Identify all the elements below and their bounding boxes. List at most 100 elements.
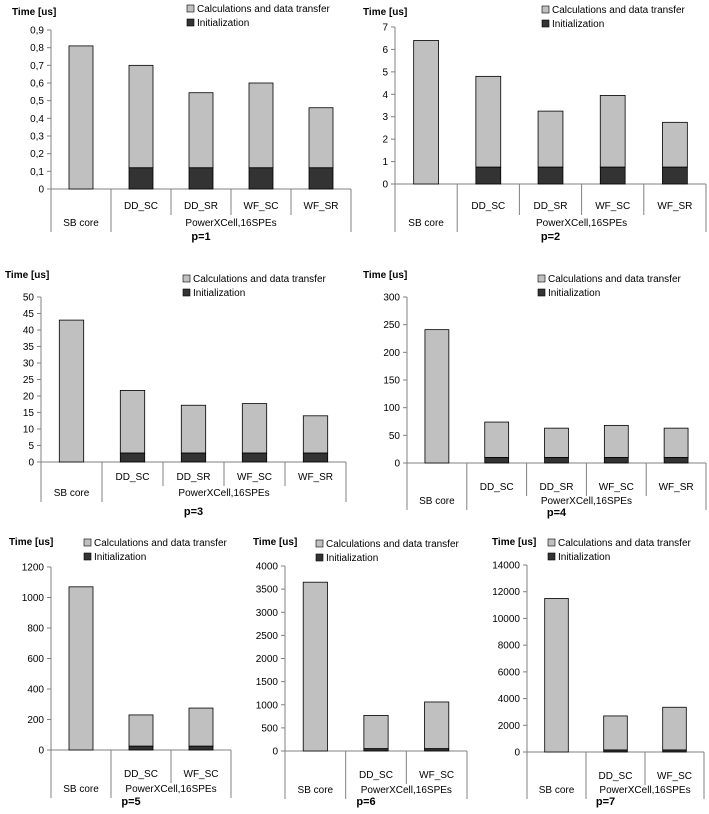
bar-calculations [537, 110, 564, 168]
bar-initialization [662, 166, 688, 185]
bar-initialization [537, 166, 564, 185]
bar-initialization [248, 167, 274, 190]
y-tick-label: 200 [27, 715, 44, 726]
bar-chart-svg: 0 500 1000 1500 2000 2500 3000 3500 4000 Time [us… [253, 537, 468, 808]
legend-initialization-swatch [547, 552, 556, 561]
y-tick-label: 5 [382, 67, 388, 78]
bar-initialization [180, 452, 207, 463]
bar-calculations [424, 701, 450, 750]
x-category-label: SB core [63, 218, 99, 229]
x-category-label: DD_SC [359, 770, 393, 781]
bar-initialization [544, 457, 569, 464]
bar-chart-svg: 0 5 10 15 20 25 30 35 40 45 50 Time [us] SB core DD_S… [5, 270, 347, 518]
x-category-label: WF_SR [657, 201, 692, 212]
legend-calculations-swatch [186, 4, 195, 13]
x-category-label: SB core [298, 785, 334, 796]
legend-calculations-label: Calculations and data transfer [193, 274, 327, 285]
bar-chart-svg: 0 1 2 3 4 5 6 7 Time [us] SB core DD_SC DD_SR WF_SC W… [363, 5, 707, 243]
bar-calculations [248, 82, 274, 169]
bar-calculations [241, 403, 268, 454]
bar-calculations [119, 389, 146, 454]
y-tick-label: 14000 [492, 561, 520, 572]
legend-initialization-swatch [182, 288, 191, 297]
bar-calculations [599, 95, 626, 168]
y-tick-label: 3500 [256, 585, 279, 596]
bar-initialization [241, 452, 268, 463]
y-tick-label: 4 [382, 90, 388, 101]
legend-calculations-swatch [537, 274, 546, 283]
y-axis-title: Time [us] [12, 7, 56, 18]
legend-calculations-label: Calculations and data transfer [197, 4, 331, 15]
x-category-label: WF_SC [237, 472, 272, 483]
legend-initialization-label: Initialization [94, 552, 146, 563]
bar-initialization [119, 452, 146, 463]
bar-calculations [188, 707, 214, 747]
legend-initialization-swatch [83, 552, 92, 561]
y-tick-label: 3 [382, 112, 388, 123]
y-tick-label: 30 [23, 359, 35, 370]
y-tick-label: 1500 [256, 677, 279, 688]
x-category-label: SB core [63, 784, 99, 795]
y-tick-label: 45 [23, 309, 35, 320]
y-tick-label: 40 [23, 326, 35, 337]
legend-initialization-label: Initialization [326, 553, 378, 564]
y-tick-label: 200 [383, 348, 400, 359]
y-tick-label: 2 [382, 135, 388, 146]
chart-caption: p=7 [596, 796, 615, 808]
y-tick-label: 12000 [492, 587, 520, 598]
y-tick-label: 1000 [256, 700, 279, 711]
y-tick-label: 20 [23, 392, 35, 403]
y-tick-label: 2000 [256, 654, 279, 665]
bar-initialization [424, 748, 450, 752]
bar-calculations [662, 706, 687, 751]
bar-calculations [544, 597, 569, 753]
bar-initialization [663, 457, 689, 464]
bar-initialization [475, 166, 502, 185]
y-axis-title: Time [us] [492, 537, 536, 548]
x-group-label: PowerXCell,16SPEs [185, 218, 276, 229]
bar-initialization [662, 749, 687, 753]
legend-initialization-label: Initialization [197, 18, 249, 29]
x-category-label: WF_SC [657, 771, 692, 782]
y-tick-label: 0 [38, 746, 44, 757]
bar-initialization [484, 457, 510, 464]
y-tick-label: 0,7 [30, 61, 44, 72]
bar-calculations [302, 415, 329, 454]
x-group-label: PowerXCell,16SPEs [599, 785, 690, 796]
legend-calculations-swatch [547, 538, 556, 547]
legend-calculations-label: Calculations and data transfer [548, 274, 682, 285]
legend-initialization-swatch [541, 19, 550, 28]
y-tick-label: 0,4 [30, 114, 44, 125]
x-category-label: DD_SC [116, 472, 150, 483]
y-tick-label: 7 [382, 23, 388, 34]
x-category-label: DD_SC [480, 482, 514, 493]
chart-panel-p4: 0 50 100 150 200 250 300 Time [us] SB core DD_SC D… [355, 265, 709, 525]
bar-calculations [424, 329, 450, 464]
x-category-label: DD_SR [177, 472, 211, 483]
x-category-label: WF_SC [244, 201, 279, 212]
x-category-label: DD_SR [534, 201, 568, 212]
y-tick-label: 50 [389, 431, 401, 442]
x-category-label: WF_SC [184, 769, 219, 780]
bar-calculations [128, 64, 154, 169]
legend-initialization-swatch [537, 288, 546, 297]
x-category-label: DD_SC [471, 201, 505, 212]
y-tick-label: 1200 [22, 563, 45, 574]
legend-initialization-label: Initialization [193, 288, 245, 299]
chart-caption: p=2 [541, 231, 560, 243]
y-tick-label: 100 [383, 403, 400, 414]
y-tick-label: 0 [38, 185, 44, 196]
bar-calculations [603, 715, 628, 751]
y-axis-title: Time [us] [253, 537, 297, 548]
x-category-label: WF_SC [595, 201, 630, 212]
legend-initialization-label: Initialization [558, 552, 610, 563]
x-category-label: WF_SR [304, 201, 339, 212]
bar-calculations [475, 75, 502, 168]
bar-calculations [363, 714, 389, 750]
x-category-label: WF_SC [419, 770, 454, 781]
bar-initialization [128, 745, 154, 751]
bar-initialization [363, 748, 389, 752]
y-tick-label: 0,3 [30, 132, 44, 143]
bar-chart-svg: 0 0,1 0,2 0,3 0,4 0,5 0,6 0,7 0,8 0,9 Time [us] SB … [12, 4, 352, 243]
legend-initialization-label: Initialization [552, 19, 604, 30]
